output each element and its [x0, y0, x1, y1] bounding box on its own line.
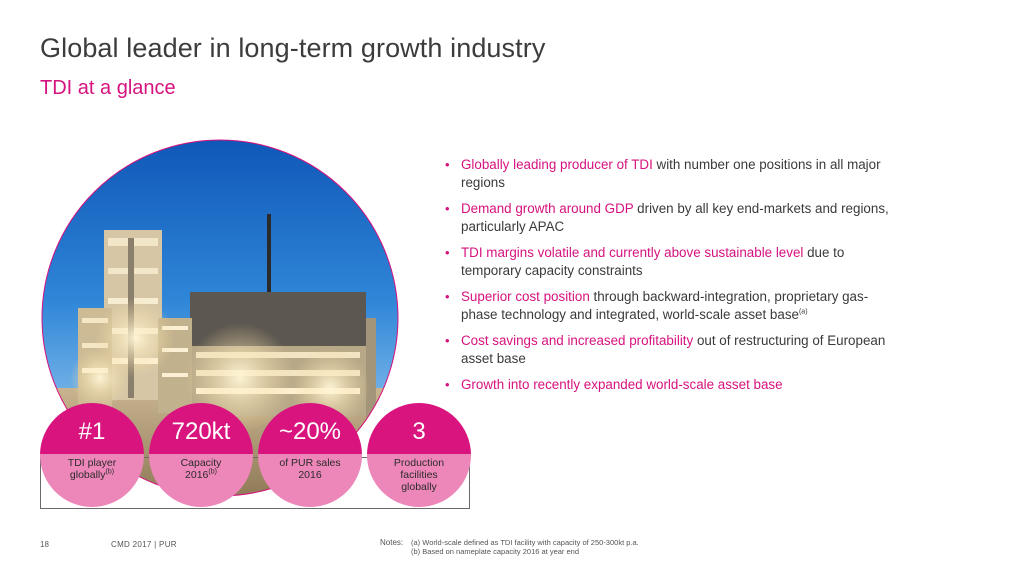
kpi-value: 720kt [149, 403, 253, 454]
notes-label: Notes: [380, 538, 404, 547]
list-item: Superior cost position through backward-… [444, 288, 904, 323]
note-b: (b) Based on nameplate capacity 2016 at … [411, 547, 580, 556]
kpi-circle: 720kt Capacity 2016(b) [149, 403, 253, 507]
list-item: Growth into recently expanded world-scal… [444, 376, 904, 394]
kpi-label: Production facilities globally [367, 454, 471, 507]
kpi-value: 3 [367, 403, 471, 454]
list-item: TDI margins volatile and currently above… [444, 244, 904, 279]
kpi-label: TDI player globally(b) [40, 454, 144, 507]
kpi-value: #1 [40, 403, 144, 454]
kpi-circle: ~20% of PUR sales 2016 [258, 403, 362, 507]
kpi-label: Capacity 2016(b) [149, 454, 253, 507]
list-item: Globally leading producer of TDI with nu… [444, 156, 904, 191]
kpi-label: of PUR sales 2016 [258, 454, 362, 507]
slide-subtitle: TDI at a glance [40, 77, 176, 99]
note-a: (a) World-scale defined as TDI facility … [411, 538, 639, 547]
kpi-circle: 3 Production facilities globally [367, 403, 471, 507]
footer-source: CMD 2017 | PUR [111, 540, 177, 549]
kpi-value: ~20% [258, 403, 362, 454]
kpi-circle: #1 TDI player globally(b) [40, 403, 144, 507]
list-item: Cost savings and increased profitability… [444, 332, 904, 367]
list-item: Demand growth around GDP driven by all k… [444, 200, 904, 235]
page-number: 18 [40, 540, 49, 549]
key-points-list: Globally leading producer of TDI with nu… [444, 156, 904, 403]
slide-title: Global leader in long-term growth indust… [40, 33, 546, 63]
